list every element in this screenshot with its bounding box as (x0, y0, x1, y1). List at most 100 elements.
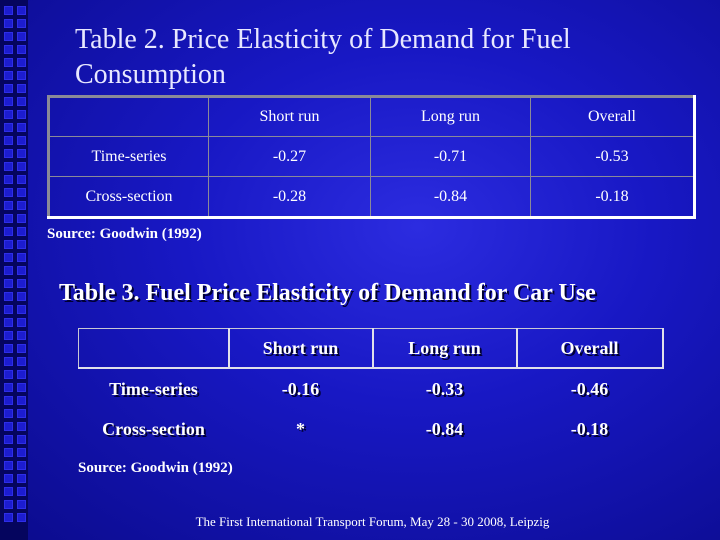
decorative-square (4, 305, 13, 314)
table2-cell: -0.18 (530, 176, 695, 218)
decorative-square (4, 110, 13, 119)
decorative-square (4, 409, 13, 418)
table2-cell: -0.27 (208, 136, 371, 177)
decorative-square (17, 396, 26, 405)
decorative-square (17, 214, 26, 223)
decorative-square (4, 201, 13, 210)
decorative-square (4, 71, 13, 80)
decorative-square (17, 370, 26, 379)
decorative-square (4, 97, 13, 106)
decorative-square (4, 292, 13, 301)
table3-header-cell: Long run (372, 328, 518, 369)
decorative-square (4, 500, 13, 509)
decorative-square (17, 331, 26, 340)
decorative-square (17, 136, 26, 145)
decorative-square (4, 318, 13, 327)
decorative-square (17, 357, 26, 366)
decorative-square (17, 58, 26, 67)
table3-title: Table 3. Fuel Price Elasticity of Demand… (59, 280, 596, 306)
decorative-square (17, 292, 26, 301)
decorative-square (4, 383, 13, 392)
table2-header-cell (48, 96, 209, 137)
decorative-square (17, 383, 26, 392)
table3-header-cell (78, 328, 230, 369)
decorative-square (4, 422, 13, 431)
decorative-square (4, 188, 13, 197)
decorative-square (4, 162, 13, 171)
decorative-square (4, 45, 13, 54)
decorative-square (4, 266, 13, 275)
decorative-square (4, 58, 13, 67)
decorative-square (17, 149, 26, 158)
decorative-square (17, 201, 26, 210)
decorative-square (4, 240, 13, 249)
decorative-square (17, 175, 26, 184)
table2-header-cell: Overall (530, 96, 695, 137)
table2-cell: -0.71 (370, 136, 531, 177)
decorative-square (4, 396, 13, 405)
table3-header-cell: Short run (228, 328, 374, 369)
decorative-square (17, 448, 26, 457)
table3-cell: -0.84 (425, 418, 464, 439)
decorative-square (17, 500, 26, 509)
table2: Short run Long run Overall Time-series -… (47, 95, 696, 219)
decorative-square (17, 32, 26, 41)
decorative-square (4, 227, 13, 236)
decorative-square (4, 84, 13, 93)
decorative-square (17, 409, 26, 418)
decorative-square (4, 448, 13, 457)
table2-header-row: Short run Long run Overall (48, 96, 695, 137)
decorative-square (17, 487, 26, 496)
table2-row: Cross-section -0.28 -0.84 -0.18 (48, 176, 695, 218)
decorative-square (17, 227, 26, 236)
table3-cell: -0.46 (570, 378, 609, 399)
table2-header-cell: Short run (208, 96, 371, 137)
decorative-square (4, 19, 13, 28)
decorative-square (4, 32, 13, 41)
decorative-square (4, 136, 13, 145)
decorative-square (17, 344, 26, 353)
decorative-square (17, 188, 26, 197)
decorative-square (17, 266, 26, 275)
decorative-square (17, 318, 26, 327)
table3-cell: * (296, 418, 305, 439)
table3-row-label: Cross-section (102, 418, 205, 439)
decorative-square (17, 123, 26, 132)
decorative-square (4, 214, 13, 223)
decorative-square (17, 253, 26, 262)
table2-cell: -0.53 (530, 136, 695, 177)
decorative-square (4, 474, 13, 483)
table2-cell: -0.28 (208, 176, 371, 218)
footer-text: The First International Transport Forum,… (195, 514, 550, 529)
decorative-square (4, 357, 13, 366)
table2-title: Table 2. Price Elasticity of Demand for … (75, 24, 571, 90)
decorative-square (17, 45, 26, 54)
decorative-square (4, 435, 13, 444)
decorative-square (17, 435, 26, 444)
table2-row: Time-series -0.27 -0.71 -0.53 (48, 136, 695, 177)
decorative-square (4, 461, 13, 470)
table2-row-label: Cross-section (48, 176, 209, 218)
decorative-square (17, 474, 26, 483)
decorative-square (17, 461, 26, 470)
decorative-square (4, 253, 13, 262)
decorative-square (17, 97, 26, 106)
decorative-square (17, 305, 26, 314)
table3-cell: -0.18 (570, 418, 609, 439)
decorative-square (17, 422, 26, 431)
table2-header-cell: Long run (370, 96, 531, 137)
decorative-square (4, 123, 13, 132)
table3-source: Source: Goodwin (1992) (78, 460, 233, 476)
table2-source: Source: Goodwin (1992) (47, 226, 202, 242)
table3-row: Cross-section * -0.84 -0.18 (79, 409, 663, 449)
decorative-strip (0, 0, 28, 540)
table2-cell: -0.84 (370, 176, 531, 218)
table3: Short run Long run Overall Time-series -… (78, 328, 664, 449)
decorative-square (4, 175, 13, 184)
decorative-square (17, 84, 26, 93)
table3-cell: -0.33 (425, 378, 464, 399)
decorative-square (17, 162, 26, 171)
table3-header-cell: Overall (516, 328, 664, 369)
table2-row-label: Time-series (48, 136, 209, 177)
decorative-square (17, 513, 26, 522)
